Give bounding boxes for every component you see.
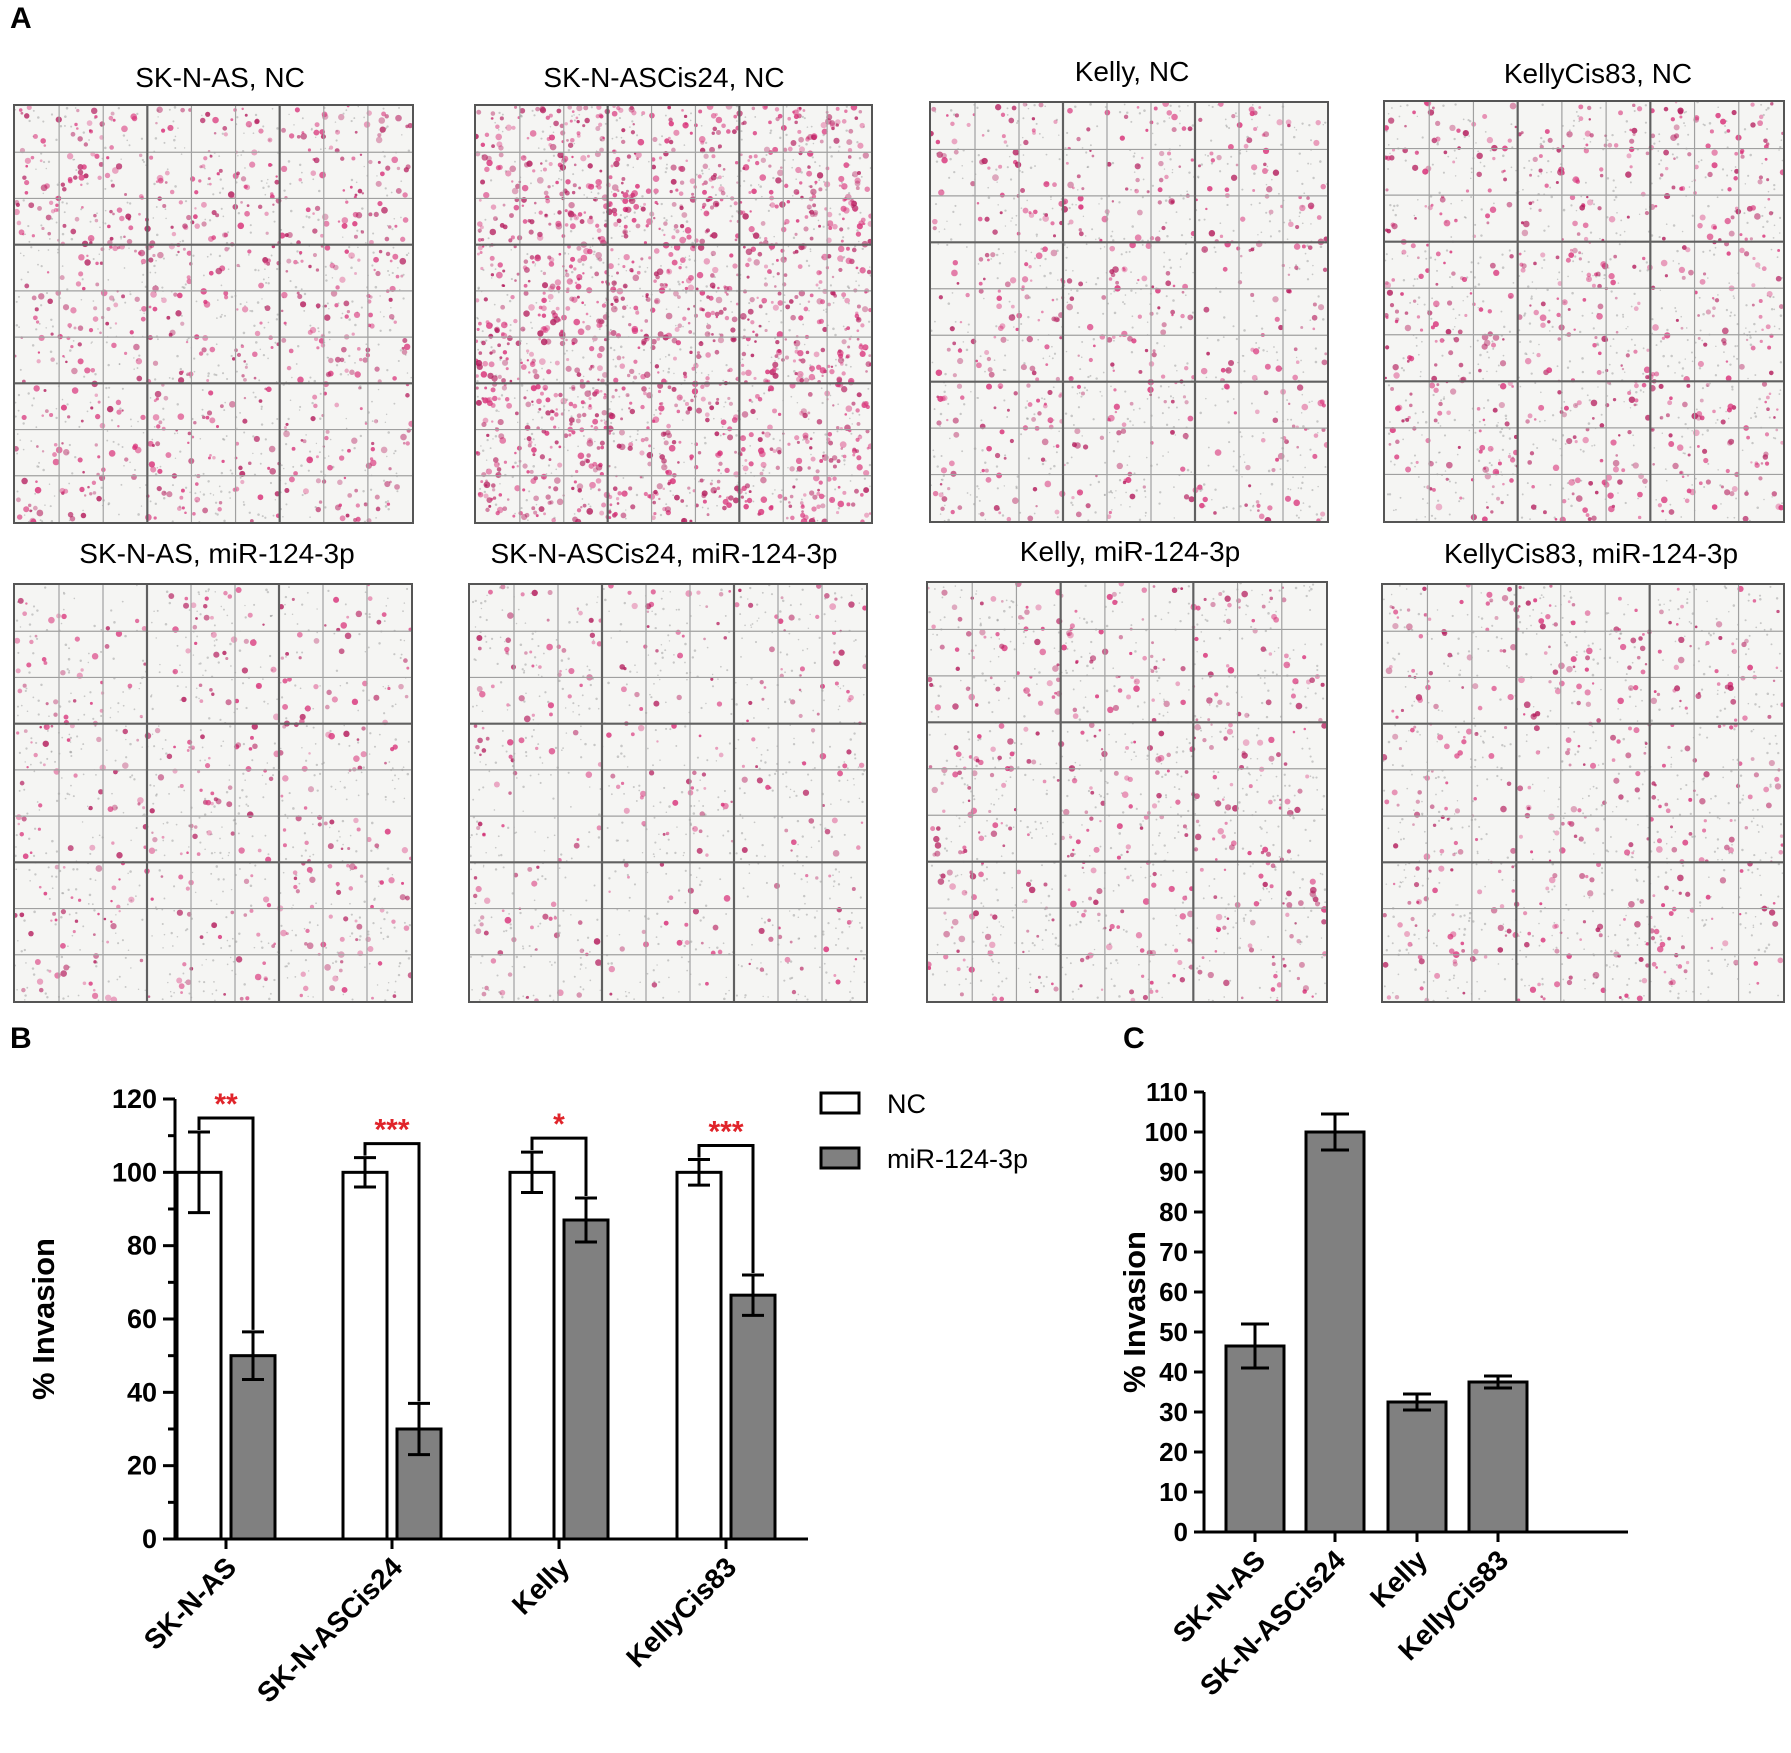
bar (729, 1293, 777, 1541)
micrograph-image (929, 101, 1329, 523)
significance-stars: *** (708, 1116, 743, 1149)
micrograph-image (13, 104, 414, 524)
y-axis-title: % Invasion (1117, 1231, 1152, 1393)
bar (562, 1218, 610, 1541)
legend-label: miR-124-3p (887, 1144, 1028, 1174)
significance-bracket (197, 1116, 255, 1330)
legend-swatch (819, 1091, 861, 1115)
micrograph-image (926, 581, 1328, 1003)
x-tick-label: SK-N-ASCis24 (1194, 1544, 1352, 1702)
y-tick-label: 0 (142, 1524, 157, 1554)
bar-chart-b: 0 20 40 60 80 100 120 % Invasion SK-N-AS ** SK-N-A… (26, 1084, 1028, 1709)
micrograph-title: SK-N-AS, miR-124-3p (79, 538, 355, 569)
panel-label-c: C (1123, 1022, 1145, 1055)
legend-label: NC (887, 1089, 926, 1119)
y-tick-label: 10 (1159, 1477, 1188, 1507)
panel-label-b: B (10, 1022, 32, 1055)
y-tick-label: 30 (1159, 1397, 1188, 1427)
y-tick-label: 60 (127, 1304, 157, 1334)
micrograph-title: Kelly, NC (1074, 56, 1190, 87)
micrograph-image (1383, 100, 1785, 523)
bar-chart-c: 0 10 20 30 40 50 60 70 80 90 100 110 % Invasion SK-N-… (1117, 1077, 1628, 1702)
micrograph-title: Kelly, miR-124-3p (1019, 536, 1241, 567)
micrograph-title: SK-N-ASCis24, NC (543, 62, 785, 93)
significance-bracket (530, 1136, 588, 1196)
y-tick-label: 70 (1159, 1237, 1188, 1267)
x-tick-label: KellyCis83 (620, 1551, 742, 1673)
bar (1224, 1344, 1286, 1534)
micrograph-image (13, 583, 413, 1003)
x-tick-label: SK-N-ASCis24 (251, 1551, 409, 1709)
micrograph-title: SK-N-AS, NC (135, 62, 305, 93)
micrograph-title: SK-N-ASCis24, miR-124-3p (490, 538, 838, 569)
bar (175, 1170, 223, 1541)
micrograph-title: KellyCis83, NC (1503, 58, 1693, 89)
bar (229, 1354, 277, 1541)
legend-swatch (819, 1146, 861, 1170)
y-axis-title: % Invasion (26, 1238, 61, 1400)
micrograph-title: KellyCis83, miR-124-3p (1443, 538, 1739, 569)
x-tick-label: SK-N-AS (138, 1551, 242, 1655)
x-tick-label: Kelly (506, 1551, 576, 1621)
bar (1467, 1380, 1529, 1534)
micrograph-image (1381, 583, 1785, 1003)
y-tick-label: 110 (1146, 1077, 1188, 1107)
y-tick-label: 100 (112, 1157, 157, 1187)
x-tick-label: Kelly (1364, 1544, 1434, 1614)
panel-label-a: A (10, 2, 32, 35)
significance-stars: * (553, 1108, 565, 1141)
significance-stars: ** (214, 1088, 238, 1121)
bar (675, 1170, 723, 1541)
y-tick-label: 80 (127, 1231, 157, 1261)
y-tick-label: 40 (1159, 1357, 1188, 1387)
y-tick-label: 40 (127, 1377, 157, 1407)
y-tick-label: 20 (127, 1451, 157, 1481)
micrograph-image (474, 104, 873, 524)
y-tick-label: 100 (1145, 1117, 1188, 1147)
significance-stars: *** (374, 1114, 409, 1147)
bar (1386, 1400, 1448, 1534)
significance-bracket (363, 1142, 421, 1402)
y-tick-label: 120 (112, 1084, 157, 1114)
bar (1304, 1130, 1366, 1534)
micrograph-image (468, 583, 868, 1003)
y-tick-label: 60 (1159, 1277, 1188, 1307)
y-tick-label: 80 (1159, 1197, 1188, 1227)
y-tick-label: 50 (1159, 1317, 1188, 1347)
y-tick-label: 0 (1174, 1517, 1188, 1547)
y-tick-label: 90 (1159, 1157, 1188, 1187)
bar (508, 1170, 556, 1541)
significance-bracket (697, 1144, 755, 1273)
bar (341, 1170, 389, 1541)
y-tick-label: 20 (1159, 1437, 1188, 1467)
